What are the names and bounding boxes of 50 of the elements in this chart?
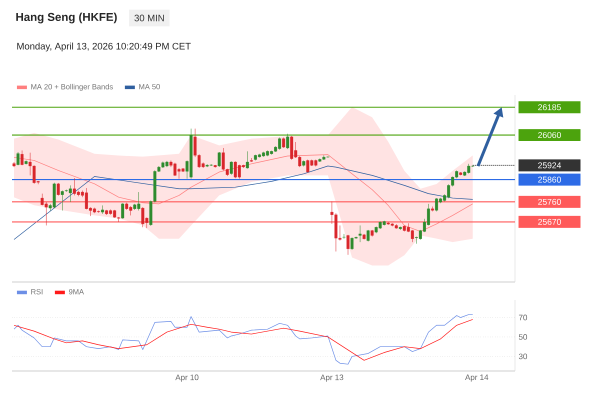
candlestick [222, 148, 225, 171]
candlestick [238, 164, 241, 179]
candlestick [20, 150, 24, 166]
y-tick-label: 25924 [538, 162, 562, 168]
candlestick [346, 234, 350, 256]
line-series [14, 154, 474, 232]
candlestick [141, 206, 144, 228]
candlestick [350, 237, 354, 250]
candlestick [342, 234, 346, 240]
y-tick-label: 25860 [538, 176, 561, 183]
line-series [14, 166, 474, 240]
candlestick [68, 185, 72, 202]
candlestick [40, 193, 44, 206]
candlestick [84, 188, 88, 210]
candlestick [290, 136, 294, 160]
candlestick [56, 182, 60, 196]
candlestick [435, 198, 438, 212]
y-tick-label: 25670 [538, 218, 561, 225]
candlestick [250, 158, 253, 162]
candlestick [16, 152, 20, 166]
candlestick [60, 190, 64, 211]
candlestick [32, 165, 36, 184]
candlestick [72, 178, 76, 196]
candlestick [431, 206, 434, 212]
candlestick [246, 151, 249, 169]
text: Monday, April 13, 2026 10:20:49 PM CET [17, 42, 191, 52]
chart-subtitle: 30 MIN [134, 14, 164, 22]
candlestick [178, 168, 180, 179]
candlestick [121, 202, 124, 220]
candlestick [467, 164, 470, 174]
y-tick-label: 25760 [538, 198, 561, 205]
candlestick [306, 159, 310, 173]
candlestick [137, 192, 140, 211]
y-tick-label: 26185 [538, 104, 561, 110]
chart-title: Hang Seng (HKFE) [16, 12, 117, 24]
candlestick [282, 137, 286, 148]
candlestick [278, 137, 282, 150]
candlestick [334, 212, 338, 252]
candlestick [44, 202, 48, 226]
candlestick [286, 133, 290, 150]
candlestick [218, 152, 221, 168]
candlestick [129, 206, 132, 216]
candlestick [230, 161, 233, 175]
candlestick [173, 162, 176, 176]
candlestick [358, 225, 362, 242]
candlestick [410, 230, 414, 242]
y-tick-label: 26060 [538, 132, 561, 138]
candlestick [52, 182, 56, 208]
candlestick [101, 205, 104, 214]
candlestick [234, 161, 237, 179]
